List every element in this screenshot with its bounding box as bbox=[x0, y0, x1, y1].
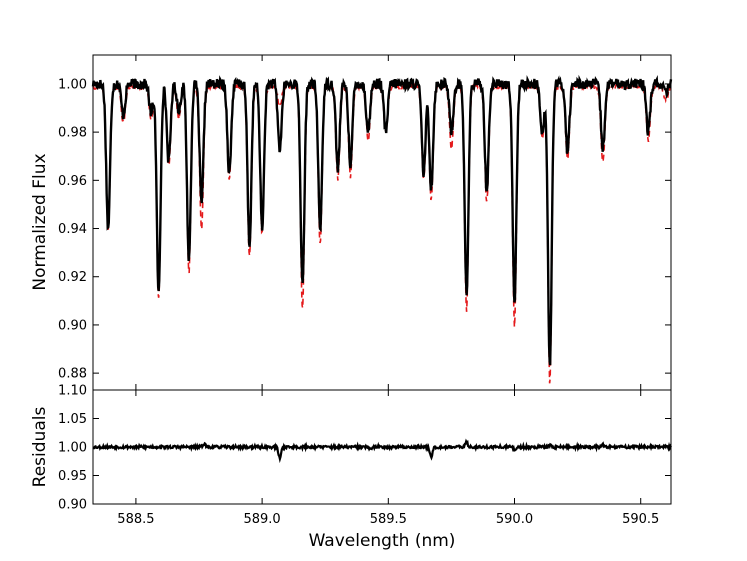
flux-ytick-label: 0.94 bbox=[58, 222, 87, 237]
flux-ytick-label: 0.98 bbox=[58, 126, 87, 141]
flux-observed-series bbox=[91, 74, 673, 366]
flux-y-axis: 0.88 0.90 0.92 0.94 0.96 0.98 1.00 bbox=[58, 77, 671, 382]
residuals-xtick-label: 590.5 bbox=[622, 512, 659, 527]
flux-x-axis bbox=[135, 55, 642, 390]
residuals-ytick-label: 0.95 bbox=[58, 469, 87, 484]
residuals-ytick-label: 1.00 bbox=[58, 441, 87, 456]
residuals-x-axis: 588.5 589.0 589.5 590.0 590.5 bbox=[117, 390, 659, 527]
flux-model-series bbox=[92, 81, 672, 384]
residuals-xtick-label: 589.5 bbox=[370, 512, 407, 527]
flux-observed-line bbox=[91, 74, 673, 366]
residuals-panel: 0.90 0.95 1.00 1.05 1.10 588.5 589.0 589.5 590.… bbox=[30, 384, 672, 551]
flux-ytick-label: 0.90 bbox=[58, 318, 87, 333]
flux-ytick-label: 1.00 bbox=[58, 77, 87, 92]
residuals-series bbox=[92, 438, 672, 464]
residuals-ytick-label: 1.10 bbox=[58, 384, 87, 399]
residuals-ytick-label: 0.90 bbox=[58, 498, 87, 513]
residuals-xtick-label: 589.0 bbox=[243, 512, 280, 527]
flux-ytick-label: 0.96 bbox=[58, 174, 87, 189]
flux-ytick-label: 0.92 bbox=[58, 270, 87, 285]
residuals-ytick-label: 1.05 bbox=[58, 412, 87, 427]
residuals-line bbox=[92, 438, 672, 464]
residuals-y-axis-title: Residuals bbox=[30, 407, 50, 488]
flux-ytick-label: 0.88 bbox=[58, 367, 87, 382]
x-axis-title: Wavelength (nm) bbox=[309, 531, 456, 551]
residuals-xtick-label: 588.5 bbox=[117, 512, 154, 527]
flux-y-axis-title: Normalized Flux bbox=[30, 153, 50, 290]
residuals-xtick-label: 590.0 bbox=[496, 512, 533, 527]
residuals-y-axis: 0.90 0.95 1.00 1.05 1.10 bbox=[58, 384, 671, 513]
flux-model-line bbox=[92, 81, 672, 384]
